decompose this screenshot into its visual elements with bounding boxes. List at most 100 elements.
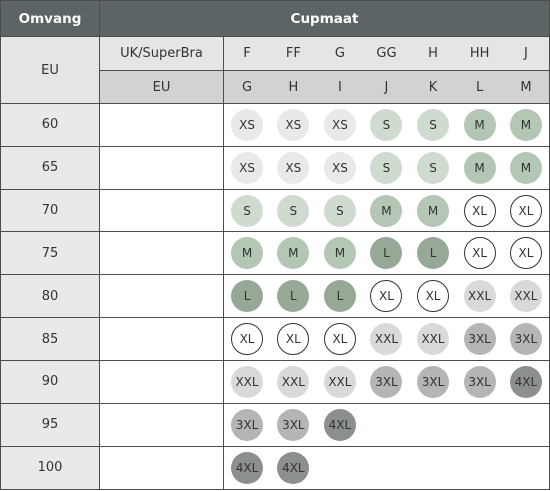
size-cell: XL [502,188,550,233]
size-badge: M [370,194,403,227]
size-badge: 3XL [463,365,496,398]
size-cell [363,445,410,491]
size-badge: XS [277,151,310,184]
size-badge: M [509,108,542,141]
size-cell: 3XL [223,402,271,447]
size-badge: XS [231,108,264,141]
size-cell: L [223,274,271,319]
band-size-cell: 65 [0,145,100,190]
table-row: 100 4XL 4XL [0,445,550,491]
size-badge: 4XL [509,365,542,398]
uk-cup-header: G [316,36,364,71]
size-cell: S [270,188,317,233]
size-cell: 3XL [502,317,550,361]
size-badge: S [370,151,403,184]
table-row: 60 XS XS XS S S M M [0,103,550,147]
eu-cup-header: I [316,70,364,104]
uk-cup-header: GG [363,36,410,71]
band-size-cell: 85 [0,317,100,361]
size-cell: XS [316,145,364,190]
size-badge: 3XL [463,323,496,356]
size-cell: XXL [363,317,410,361]
eu-cup-header: M [502,70,550,104]
size-cell: XS [223,145,271,190]
size-cell: 3XL [363,359,410,404]
size-badge: XL [463,237,496,270]
size-cell: XXL [409,317,457,361]
size-cell [363,402,410,447]
uk-cup-header: HH [456,36,503,71]
size-badge: M [509,151,542,184]
size-badge: S [323,194,356,227]
size-cell: XL [316,317,364,361]
size-cell: S [363,103,410,147]
size-badge: XXL [509,280,542,313]
table-row: 70 S S S M M XL XL [0,188,550,233]
table-row: 65 XS XS XS S S M M [0,145,550,190]
eu-cup-label: EU [99,70,224,104]
size-cell: S [223,188,271,233]
size-badge: XXL [277,365,310,398]
band-size-cell: 60 [0,103,100,147]
size-cell: M [270,231,317,276]
size-badge: M [463,108,496,141]
band-size-cell: 75 [0,231,100,276]
size-cell: M [456,103,503,147]
size-badge: M [277,237,310,270]
size-badge: XXL [370,323,403,356]
size-badge: 3XL [509,323,542,356]
eu-cup-header: J [363,70,410,104]
size-badge: 4XL [277,451,310,484]
size-badge: XL [417,280,450,313]
size-badge: XXL [323,365,356,398]
size-cell: XL [270,317,317,361]
empty-label-cell [99,359,224,404]
size-cell: S [363,145,410,190]
size-badge: XXL [231,365,264,398]
size-cell: 3XL [270,402,317,447]
size-badge: XXL [463,280,496,313]
size-cell: 4XL [270,445,317,491]
eu-cup-header: L [456,70,503,104]
empty-label-cell [99,274,224,319]
size-cell: 4XL [316,402,364,447]
empty-label-cell [99,231,224,276]
size-cell: XL [456,188,503,233]
size-badge: M [231,237,264,270]
size-badge: 4XL [231,451,264,484]
size-badge: XS [323,108,356,141]
size-cell: XXL [270,359,317,404]
size-badge: XL [277,323,310,356]
size-cell [409,402,457,447]
size-badge: S [417,151,450,184]
size-cell: M [409,188,457,233]
empty-label-cell [99,145,224,190]
size-cell: XL [409,274,457,319]
size-badge: L [231,280,264,313]
size-cell: XL [223,317,271,361]
size-cell: XS [270,103,317,147]
band-size-cell: 90 [0,359,100,404]
uk-superbra-label: UK/SuperBra [99,36,224,71]
size-cell: M [456,145,503,190]
size-badge: XL [463,194,496,227]
size-badge: XL [231,323,264,356]
size-cell: XS [316,103,364,147]
uk-cup-header: F [223,36,271,71]
size-cell [409,445,457,491]
size-cell: XXL [223,359,271,404]
size-cell: L [270,274,317,319]
size-cell: M [223,231,271,276]
size-cell [456,445,503,491]
size-cell [502,445,550,491]
size-badge: L [370,237,403,270]
size-badge: S [417,108,450,141]
size-cell [502,402,550,447]
size-cell: XS [270,145,317,190]
size-badge: XXL [417,323,450,356]
size-cell: 3XL [456,317,503,361]
table-row: 95 3XL 3XL 4XL [0,402,550,447]
size-badge: XL [509,237,542,270]
size-badge: M [463,151,496,184]
